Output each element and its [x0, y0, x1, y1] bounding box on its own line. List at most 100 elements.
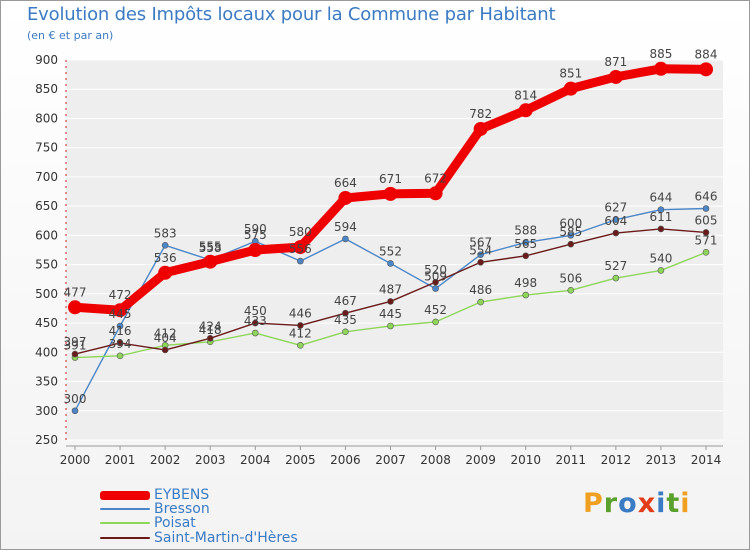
data-label-bresson: 567 — [469, 236, 492, 250]
x-tick-label: 2014 — [691, 453, 722, 467]
logo-letter: i — [680, 488, 691, 519]
logo-letter: i — [656, 488, 667, 519]
data-point-poisat — [116, 352, 124, 360]
data-label-bresson: 552 — [379, 244, 402, 258]
legend-swatch-eybens — [100, 490, 150, 500]
data-point-eybens — [563, 81, 578, 96]
data-point-saint-martin-d-h-res — [477, 258, 484, 266]
data-point-bresson — [567, 232, 575, 239]
data-point-saint-martin-d-h-res — [702, 229, 710, 236]
data-label-poisat: 498 — [514, 276, 537, 290]
data-point-saint-martin-d-h-res — [206, 334, 214, 342]
data-point-bresson — [432, 285, 439, 292]
data-point-eybens — [248, 243, 263, 257]
data-label-eybens: 884 — [695, 47, 718, 61]
y-tick-label: 900 — [35, 53, 58, 67]
data-label-bresson: 556 — [289, 242, 312, 256]
data-label-saint-martin-d-h-res: 565 — [514, 237, 537, 251]
data-point-eybens — [293, 240, 308, 255]
data-point-bresson — [387, 260, 394, 267]
data-point-eybens — [473, 121, 488, 136]
data-label-eybens: 671 — [379, 172, 402, 186]
data-point-bresson — [477, 251, 484, 258]
data-label-poisat: 445 — [379, 307, 402, 321]
data-point-poisat — [522, 291, 530, 299]
data-label-bresson: 588 — [514, 223, 537, 237]
data-point-eybens — [158, 265, 173, 280]
x-tick-label: 2010 — [510, 453, 541, 467]
data-point-saint-martin-d-h-res — [522, 252, 530, 260]
data-label-saint-martin-d-h-res: 520 — [424, 263, 447, 277]
y-tick-label: 400 — [35, 345, 58, 359]
data-point-eybens — [113, 303, 128, 318]
data-label-poisat: 527 — [604, 259, 627, 273]
data-label-bresson: 600 — [559, 216, 582, 230]
data-label-bresson: 594 — [334, 220, 357, 234]
data-label-poisat: 391 — [64, 339, 87, 353]
data-label-poisat: 412 — [154, 326, 177, 340]
legend-label-bresson: Bresson — [154, 501, 210, 517]
data-point-eybens — [699, 62, 713, 77]
data-label-eybens: 814 — [514, 88, 537, 102]
x-tick-label: 2007 — [375, 453, 406, 467]
data-label-eybens: 885 — [649, 47, 672, 61]
data-label-bresson: 646 — [695, 189, 718, 203]
data-point-saint-martin-d-h-res — [567, 240, 575, 248]
data-label-poisat: 394 — [109, 337, 132, 351]
data-label-saint-martin-d-h-res: 397 — [64, 335, 87, 349]
data-point-poisat — [297, 341, 304, 349]
y-tick-label: 550 — [35, 258, 58, 272]
data-point-saint-martin-d-h-res — [251, 319, 259, 327]
data-point-saint-martin-d-h-res — [161, 346, 169, 354]
data-label-saint-martin-d-h-res: 424 — [199, 319, 222, 333]
data-point-poisat — [702, 249, 710, 256]
legend-label-poisat: Poisat — [154, 515, 196, 531]
data-label-bresson: 445 — [109, 307, 132, 321]
y-tick-label: 600 — [35, 228, 58, 242]
legend-item-saint-martin: Saint-Martin-d'Hères — [100, 530, 298, 546]
proxiti-logo: Proxiti — [583, 488, 691, 519]
data-point-saint-martin-d-h-res — [342, 309, 349, 317]
y-tick-label: 500 — [35, 287, 58, 301]
x-tick-label: 2008 — [420, 453, 451, 467]
x-tick-label: 2013 — [646, 453, 677, 467]
data-point-eybens — [608, 69, 623, 84]
data-point-bresson — [612, 216, 620, 223]
data-label-saint-martin-d-h-res: 416 — [109, 324, 132, 338]
data-point-saint-martin-d-h-res — [116, 339, 124, 347]
legend-swatch-bresson — [100, 508, 150, 510]
data-label-poisat: 418 — [199, 323, 222, 337]
data-point-eybens — [338, 190, 353, 205]
y-tick-label: 350 — [35, 375, 58, 389]
data-label-poisat: 571 — [695, 233, 718, 247]
data-point-bresson — [342, 235, 349, 243]
data-point-eybens — [653, 61, 668, 76]
data-point-saint-martin-d-h-res — [432, 278, 439, 286]
data-point-poisat — [432, 318, 439, 326]
data-label-eybens: 782 — [469, 107, 492, 121]
data-label-poisat: 412 — [289, 326, 312, 340]
data-label-saint-martin-d-h-res: 467 — [334, 294, 357, 308]
legend-item-poisat: Poisat — [100, 515, 196, 531]
data-label-poisat: 506 — [559, 271, 582, 285]
x-tick-label: 2003 — [195, 453, 226, 467]
data-label-bresson: 590 — [244, 222, 267, 236]
data-point-bresson — [702, 205, 710, 212]
data-point-saint-martin-d-h-res — [657, 225, 665, 233]
data-label-saint-martin-d-h-res: 487 — [379, 282, 402, 296]
data-point-bresson — [657, 206, 665, 213]
logo-letter: r — [603, 488, 619, 519]
legend-swatch-poisat — [100, 522, 150, 524]
y-tick-label: 300 — [35, 404, 58, 418]
legend-swatch-saint-martin — [100, 537, 150, 539]
data-point-saint-martin-d-h-res — [71, 350, 79, 358]
data-point-eybens — [383, 186, 398, 201]
data-label-poisat: 540 — [649, 251, 672, 265]
x-tick-label: 2002 — [150, 453, 181, 467]
data-point-bresson — [116, 322, 124, 330]
data-point-saint-martin-d-h-res — [612, 229, 620, 237]
data-point-eybens — [428, 186, 443, 201]
y-tick-label: 450 — [35, 316, 58, 330]
y-tick-label: 250 — [35, 433, 58, 447]
data-label-eybens: 555 — [199, 240, 222, 254]
